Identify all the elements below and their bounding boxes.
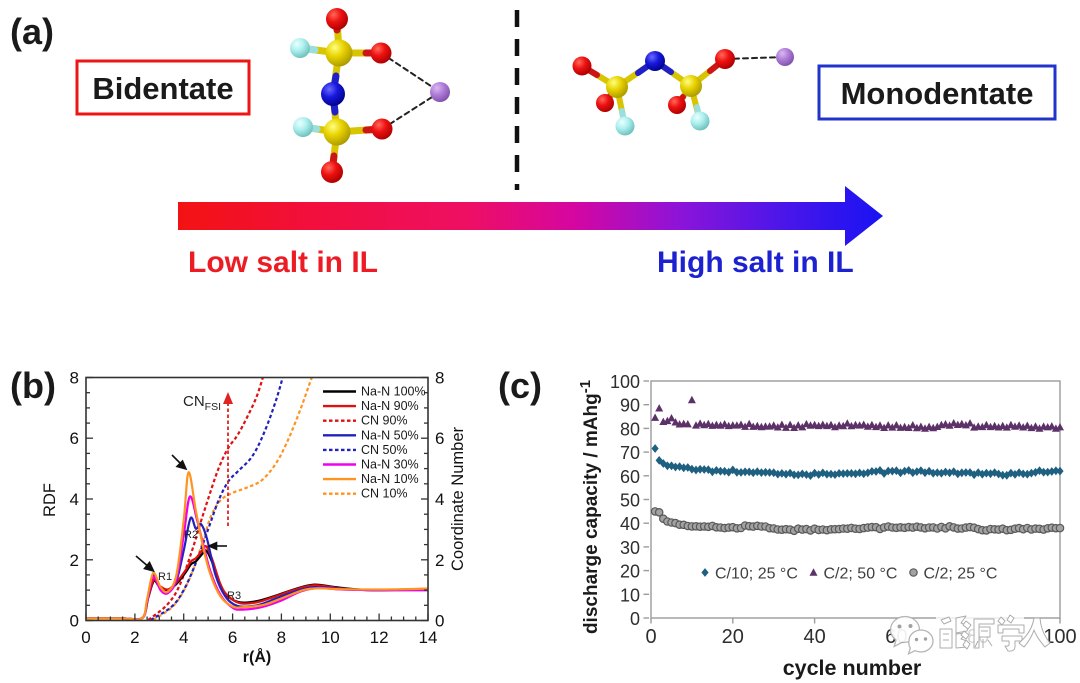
svg-text:4: 4 (435, 490, 444, 509)
svg-text:r(Å): r(Å) (243, 647, 271, 666)
svg-text:R3: R3 (227, 590, 241, 602)
svg-text:60: 60 (620, 467, 640, 487)
svg-text:0: 0 (645, 626, 656, 648)
svg-text:4: 4 (70, 490, 79, 509)
svg-text:10: 10 (620, 585, 640, 605)
svg-text:40: 40 (620, 514, 640, 534)
svg-text:8: 8 (435, 369, 444, 388)
svg-text:(c): (c) (498, 365, 542, 406)
svg-text:Na-N 90%: Na-N 90% (361, 399, 419, 413)
svg-text:80: 80 (620, 419, 640, 439)
svg-text:12: 12 (370, 628, 389, 647)
svg-text:Na-N 50%: Na-N 50% (361, 428, 419, 442)
svg-text:Na-N 10%: Na-N 10% (361, 472, 419, 486)
svg-text:Monodentate: Monodentate (841, 76, 1034, 111)
svg-text:C/10; 25 °C: C/10; 25 °C (715, 566, 798, 583)
svg-text:CNFSI: CNFSI (183, 393, 221, 413)
svg-text:Na-N 100%: Na-N 100% (361, 385, 426, 399)
svg-text:8: 8 (70, 369, 79, 388)
svg-text:Low salt in IL: Low salt in IL (188, 246, 378, 279)
svg-text:50: 50 (620, 491, 640, 511)
svg-text:14: 14 (419, 628, 438, 647)
svg-text:70: 70 (620, 443, 640, 463)
svg-text:100: 100 (610, 372, 640, 392)
svg-text:90: 90 (620, 396, 640, 416)
svg-text:0: 0 (435, 612, 444, 631)
svg-text:4: 4 (179, 628, 188, 647)
svg-text:C/2; 50 °C: C/2; 50 °C (824, 566, 898, 583)
svg-text:R1: R1 (158, 571, 172, 583)
svg-text:High salt in IL: High salt in IL (657, 246, 854, 279)
svg-text:cycle number: cycle number (783, 656, 922, 680)
svg-text:(a): (a) (10, 11, 54, 52)
svg-text:100: 100 (1043, 626, 1076, 648)
svg-text:2: 2 (130, 628, 139, 647)
svg-text:(b): (b) (10, 365, 56, 406)
svg-text:R2: R2 (184, 529, 198, 541)
svg-text:C/2; 25 °C: C/2; 25 °C (924, 566, 998, 583)
svg-text:6: 6 (435, 429, 444, 448)
svg-text:Coordinate Number: Coordinate Number (449, 427, 467, 571)
svg-text:8: 8 (277, 628, 286, 647)
svg-text:Na-N 30%: Na-N 30% (361, 458, 419, 472)
svg-text:0: 0 (630, 609, 640, 629)
svg-text:Bidentate: Bidentate (92, 71, 233, 106)
svg-text:6: 6 (228, 628, 237, 647)
svg-text:6: 6 (70, 429, 79, 448)
svg-text:discharge capacity / mAhg-1: discharge capacity / mAhg-1 (577, 380, 602, 634)
svg-text:10: 10 (321, 628, 340, 647)
svg-text:CN 10%: CN 10% (361, 487, 408, 501)
svg-text:0: 0 (70, 612, 79, 631)
svg-text:2: 2 (435, 551, 444, 570)
svg-text:40: 40 (803, 626, 825, 648)
svg-text:30: 30 (620, 538, 640, 558)
svg-text:2: 2 (70, 551, 79, 570)
svg-text:20: 20 (620, 562, 640, 582)
svg-text:CN 50%: CN 50% (361, 443, 408, 457)
svg-text:20: 20 (722, 626, 744, 648)
svg-text:RDF: RDF (41, 483, 59, 517)
svg-text:0: 0 (81, 628, 90, 647)
svg-text:CN 90%: CN 90% (361, 414, 408, 428)
